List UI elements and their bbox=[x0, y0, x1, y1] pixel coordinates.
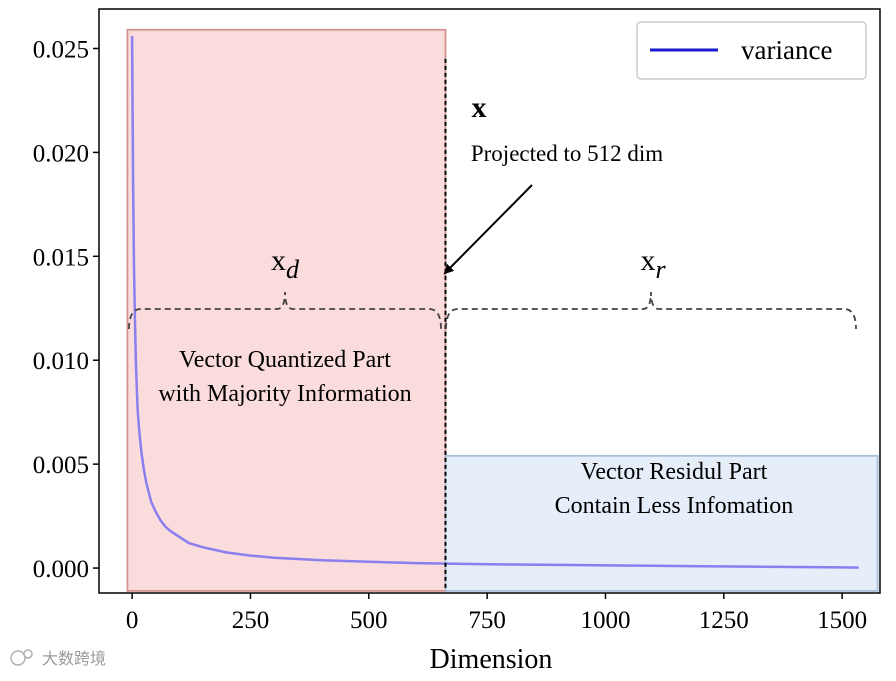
x-tick-label: 1000 bbox=[580, 607, 630, 634]
watermark-text: 大数跨境 bbox=[42, 649, 106, 668]
quantized-text-line1: Vector Quantized Part bbox=[179, 347, 391, 373]
watermark-logo-icon bbox=[11, 651, 25, 665]
projection-arrow bbox=[445, 185, 532, 273]
watermark: 大数跨境 bbox=[11, 649, 106, 668]
x-tick-label: 1250 bbox=[699, 607, 749, 634]
quantized-text-line2: with Majority Information bbox=[158, 381, 411, 407]
y-tick-label: 0.025 bbox=[33, 36, 89, 63]
x-tick-label: 250 bbox=[232, 607, 270, 634]
y-tick-label: 0.010 bbox=[33, 348, 89, 375]
legend: variance bbox=[637, 22, 866, 79]
x-axis-title: Dimension bbox=[430, 644, 553, 675]
x-tick-label: 0 bbox=[126, 607, 139, 634]
residual-text-line1: Vector Residul Part bbox=[581, 459, 768, 485]
xr-subscript: r bbox=[655, 255, 666, 284]
xd-base: x bbox=[271, 244, 286, 277]
watermark-logo-dot-icon bbox=[24, 650, 32, 658]
y-tick-label: 0.000 bbox=[33, 556, 89, 583]
residual-text-line2: Contain Less Infomation bbox=[555, 493, 794, 519]
projection-note: Projected to 512 dim bbox=[471, 141, 663, 166]
xd-subscript: d bbox=[286, 255, 300, 284]
y-tick-label: 0.005 bbox=[33, 452, 89, 479]
y-tick-label: 0.015 bbox=[33, 244, 89, 271]
xr-brace bbox=[446, 292, 856, 329]
y-tick-label: 0.020 bbox=[33, 140, 89, 167]
quantized-region bbox=[127, 30, 445, 591]
x-axis: 0 250 500 750 1000 1250 1500 bbox=[126, 593, 867, 634]
x-tick-label: 1500 bbox=[817, 607, 867, 634]
x-tick-label: 750 bbox=[468, 607, 506, 634]
xr-label: xr bbox=[640, 244, 666, 284]
x-label: x bbox=[472, 91, 487, 124]
x-tick-label: 500 bbox=[350, 607, 388, 634]
xr-base: x bbox=[640, 244, 655, 277]
y-axis: 0.000 0.005 0.010 0.015 0.020 0.025 bbox=[33, 36, 99, 583]
legend-label-variance: variance bbox=[741, 35, 832, 65]
